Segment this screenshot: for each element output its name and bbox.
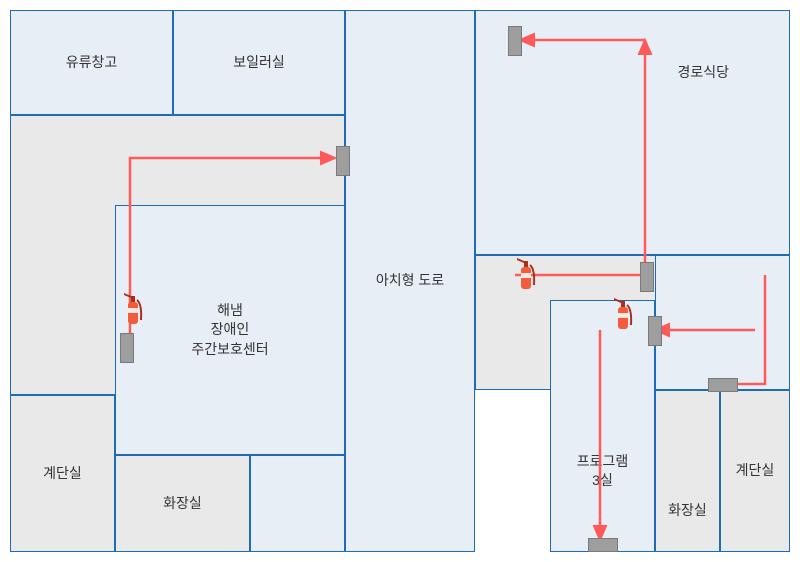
room-label-program3: 프로그램3실 bbox=[577, 452, 629, 491]
door-marker-m3 bbox=[508, 26, 522, 56]
fire-extinguisher-icon bbox=[122, 290, 144, 333]
floorplan-canvas: 유류창고보일러실해냄장애인주간보호센터계단실화장실아치형 도로실외경로식당프로그… bbox=[0, 0, 800, 562]
room-outdoor-overlay bbox=[475, 10, 595, 255]
door-marker-m4 bbox=[640, 262, 654, 292]
fire-extinguisher-icon bbox=[612, 295, 634, 338]
room-stair-right: 계단실 bbox=[720, 390, 790, 552]
room-boiler: 보일러실 bbox=[173, 10, 345, 115]
door-marker-m6 bbox=[588, 538, 618, 552]
door-marker-m2 bbox=[120, 333, 134, 363]
door-marker-m1 bbox=[336, 146, 350, 176]
door-marker-m7 bbox=[708, 378, 738, 392]
room-label-toilet-left: 화장실 bbox=[163, 494, 202, 514]
room-label-stair-left: 계단실 bbox=[43, 464, 82, 484]
room-center: 해냄장애인주간보호센터 bbox=[115, 205, 345, 455]
room-toilet-right: 화장실 bbox=[655, 390, 720, 552]
room-block-bl bbox=[250, 455, 345, 552]
room-label-stair-right: 계단실 bbox=[736, 461, 775, 481]
room-stair-left: 계단실 bbox=[10, 395, 115, 552]
room-storage: 유류창고 bbox=[10, 10, 173, 115]
room-label-toilet-right: 화장실 bbox=[668, 501, 707, 521]
room-label-storage: 유류창고 bbox=[66, 53, 118, 73]
room-program3: 프로그램3실 bbox=[550, 300, 655, 552]
room-label-arch-road: 아치형 도로 bbox=[376, 271, 444, 291]
room-arch-road: 아치형 도로 bbox=[345, 10, 475, 552]
fire-extinguisher-icon bbox=[515, 255, 537, 298]
room-block-br bbox=[655, 255, 790, 390]
door-marker-m5 bbox=[648, 316, 662, 346]
room-label-senior-hall: 경로식당 bbox=[677, 63, 729, 83]
room-toilet-left: 화장실 bbox=[115, 455, 250, 552]
room-label-center: 해냄장애인주간보호센터 bbox=[191, 301, 268, 360]
room-label-boiler: 보일러실 bbox=[233, 53, 285, 73]
